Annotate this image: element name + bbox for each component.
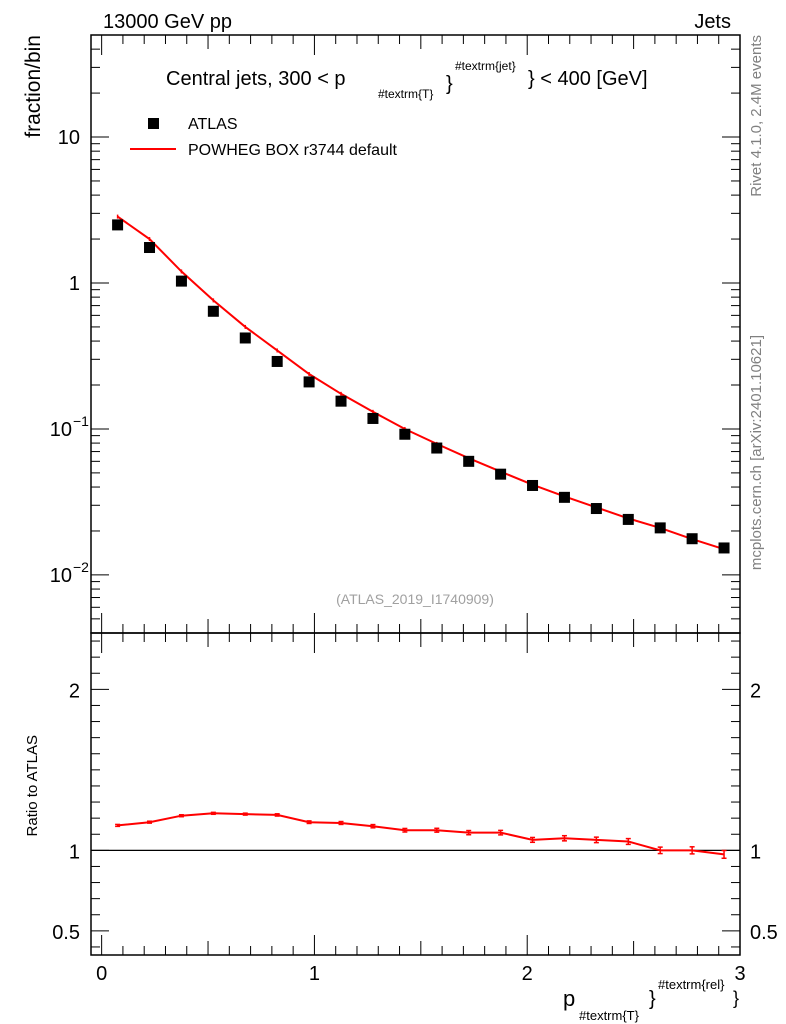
legend-atlas-label: ATLAS [188,116,238,133]
process-label: Jets [694,11,731,33]
x-tick-label: 0 [96,963,107,985]
atlas-data-point [527,479,539,491]
y-tick-label: 1 [69,273,80,295]
title-brace: } [446,73,453,95]
analysis-watermark: (ATLAS_2019_I1740909) [336,591,494,607]
atlas-data-point [207,305,219,317]
title-tail: } < 400 [GeV] [528,68,648,90]
x-tick-label: 3 [734,963,745,985]
atlas-data-point [239,332,251,344]
plot-title: Central jets, 300 < p #textrm{T} } #text… [166,59,648,101]
atlas-data-point [431,442,443,454]
x-tick-label: 2 [522,963,533,985]
ratio-y-tick-label-left: 0.5 [52,922,80,944]
atlas-data-point [495,468,507,480]
powheg-series-line [117,215,725,551]
ratio-y-axis-label: Ratio to ATLAS [24,735,41,836]
main-data-layer [112,214,730,554]
atlas-data-point [590,503,602,515]
x-label-brace-2: } [733,988,739,1008]
ratio-y-tick-label-right: 1 [750,841,761,863]
ratio-y-tick-label-left: 1 [69,841,80,863]
atlas-data-point [558,491,570,503]
ratio-series-line [117,812,725,856]
title-main: Central jets, 300 < p [166,68,346,90]
x-tick-label: 1 [309,963,320,985]
y-tick-label: 10 [58,127,80,149]
y-tick-label: 10 [50,565,72,587]
atlas-data-point [271,355,283,367]
atlas-data-point [335,395,347,407]
legend-atlas-marker [148,118,159,129]
title-subscript: #textrm{T} [378,87,433,101]
legend: ATLAS POWHEG BOX r3744 default [130,116,398,159]
legend-powheg-label: POWHEG BOX r3744 default [188,142,398,159]
atlas-data-point [463,455,475,467]
atlas-data-point [399,428,411,440]
x-label-superscript: #textrm{rel} [658,977,725,992]
atlas-data-point [303,376,315,388]
main-y-axis-label: fraction/bin [22,35,45,138]
energy-label: 13000 GeV pp [103,11,232,33]
x-label-subscript: #textrm{T} [579,1008,640,1023]
atlas-data-point [654,522,666,534]
atlas-data-point [622,513,634,525]
ratio-y-axis-ticks: 2 2 1 1 0.5 0.5 [52,640,778,948]
title-superscript: #textrm{jet} [455,59,516,73]
x-axis-label: p #textrm{T} } #textrm{rel} } [563,977,739,1023]
x-axis-ticks: 0 1 2 3 [96,35,746,985]
x-label-main: p [563,986,575,1011]
atlas-data-point [144,242,156,254]
atlas-data-point [175,275,187,287]
ratio-plot-frame [90,632,741,956]
mcplots-label: mcplots.cern.ch [arXiv:2401.10621] [748,335,765,570]
atlas-data-point [686,533,698,545]
atlas-data-point [367,412,379,424]
ratio-y-tick-label-right: 0.5 [750,922,778,944]
y-tick-exponent: −1 [73,413,89,429]
ratio-y-tick-label-left: 2 [69,680,80,702]
rivet-version-label: Rivet 4.1.0, 2.4M events [748,35,765,197]
x-label-brace: } [649,988,656,1010]
atlas-data-point [112,219,124,231]
ratio-data-layer [91,811,740,859]
atlas-data-point [718,542,730,554]
y-tick-label: 10 [50,419,72,441]
y-tick-exponent: −2 [73,559,89,575]
ratio-y-tick-label-right: 2 [750,680,761,702]
